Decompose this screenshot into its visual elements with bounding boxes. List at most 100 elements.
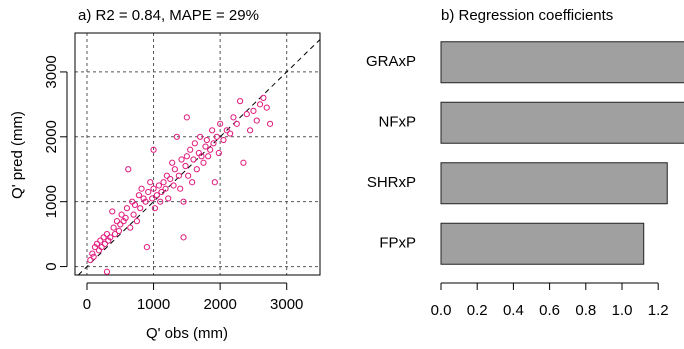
point (107, 234, 114, 241)
point (243, 110, 250, 118)
x-axis-label: Q' obs (mm) (146, 325, 228, 342)
point (253, 117, 260, 124)
y-tick-label: 2000 (43, 120, 60, 153)
y-tick-label: SHRxP (367, 174, 416, 191)
point (89, 250, 96, 257)
point (182, 162, 189, 170)
point (162, 185, 169, 192)
point (237, 98, 244, 105)
point (217, 120, 224, 127)
point (127, 224, 134, 231)
x-tick-label: 0 (83, 296, 91, 313)
x-tick-label: 0.0 (431, 302, 452, 319)
y-tick-label: 1000 (43, 185, 60, 218)
x-tick-label: 2000 (203, 296, 236, 313)
point (97, 237, 104, 244)
point (256, 101, 264, 108)
point (143, 244, 151, 251)
point (180, 234, 187, 241)
plot-frame (74, 32, 321, 276)
point (158, 188, 165, 196)
point (190, 156, 197, 163)
point (160, 179, 167, 186)
point (246, 127, 254, 134)
point (260, 94, 267, 101)
point (138, 185, 145, 192)
point (115, 227, 123, 234)
point (145, 188, 152, 196)
point (230, 114, 237, 121)
point (100, 234, 107, 241)
point (137, 205, 144, 212)
point (151, 205, 158, 212)
point (91, 244, 99, 251)
y-tick-label: 3000 (43, 55, 60, 88)
point (250, 107, 257, 114)
point (110, 224, 117, 231)
point (142, 198, 149, 205)
x-tick-label: 1.2 (648, 302, 669, 319)
point (171, 166, 178, 173)
point (131, 201, 139, 209)
point (177, 185, 184, 192)
point (215, 149, 222, 157)
point (185, 172, 192, 179)
point (189, 179, 196, 186)
point (165, 195, 172, 202)
bar (440, 162, 668, 205)
point (103, 268, 111, 275)
x-tick-label: 0.2 (467, 302, 488, 319)
point (147, 179, 154, 186)
point (178, 156, 185, 163)
point (183, 114, 190, 121)
point (90, 253, 97, 260)
point (93, 240, 101, 247)
x-tick-label: 1000 (137, 296, 170, 313)
point (169, 159, 176, 166)
y-tick-label: FPxP (379, 235, 416, 252)
point (211, 179, 218, 186)
point (266, 120, 274, 127)
identity-line (77, 39, 321, 276)
point (220, 136, 227, 144)
point (213, 133, 220, 140)
chart-title: a) R2 = 0.84, MAPE = 29% (78, 7, 259, 24)
point (210, 140, 217, 147)
point (87, 256, 94, 264)
point (223, 127, 230, 134)
point (122, 214, 129, 222)
point (163, 172, 170, 179)
point (140, 195, 147, 202)
point (155, 182, 162, 189)
point (191, 140, 198, 147)
point (263, 104, 270, 111)
point (203, 136, 210, 144)
point (205, 153, 212, 160)
point (157, 198, 164, 205)
point (133, 218, 141, 225)
point (180, 198, 187, 205)
point (227, 130, 234, 137)
point (153, 192, 160, 199)
point (130, 211, 137, 218)
point (209, 127, 216, 134)
bar (440, 222, 645, 265)
y-tick-label: NFxP (379, 114, 417, 131)
point (170, 182, 177, 189)
point (109, 208, 116, 215)
point (193, 166, 200, 173)
y-tick-label: GRAxP (366, 53, 416, 70)
point (197, 133, 204, 140)
point (150, 146, 157, 153)
point (187, 146, 194, 153)
point (175, 172, 182, 179)
x-tick-label: 1.0 (612, 302, 633, 319)
x-tick-label: 0.4 (503, 302, 524, 319)
point (150, 185, 157, 192)
point (120, 218, 127, 225)
point (101, 240, 109, 247)
y-tick-label: 0 (43, 262, 60, 270)
point (117, 221, 124, 228)
point (198, 153, 205, 160)
point (183, 153, 190, 160)
